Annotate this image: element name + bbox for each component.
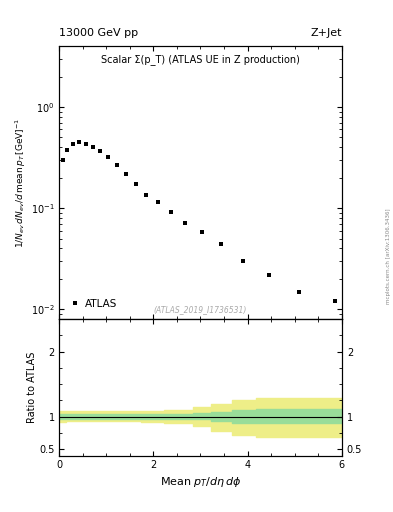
Text: mcplots.cern.ch [arXiv:1306.3436]: mcplots.cern.ch [arXiv:1306.3436]	[386, 208, 391, 304]
Legend: ATLAS: ATLAS	[64, 293, 123, 314]
Text: Scalar Σ(p_T) (ATLAS UE in Z production): Scalar Σ(p_T) (ATLAS UE in Z production)	[101, 54, 300, 65]
Text: Z+Jet: Z+Jet	[310, 28, 342, 38]
Text: (ATLAS_2019_I1736531): (ATLAS_2019_I1736531)	[154, 305, 247, 314]
Y-axis label: Ratio to ATLAS: Ratio to ATLAS	[27, 352, 37, 423]
X-axis label: Mean $p_T/d\eta\,d\phi$: Mean $p_T/d\eta\,d\phi$	[160, 476, 241, 489]
Y-axis label: $1/N_{ev}\,dN_{ev}/d\,\mathrm{mean}\,p_T\,[\mathrm{GeV}]^{-1}$: $1/N_{ev}\,dN_{ev}/d\,\mathrm{mean}\,p_T…	[14, 118, 28, 248]
Text: 13000 GeV pp: 13000 GeV pp	[59, 28, 138, 38]
